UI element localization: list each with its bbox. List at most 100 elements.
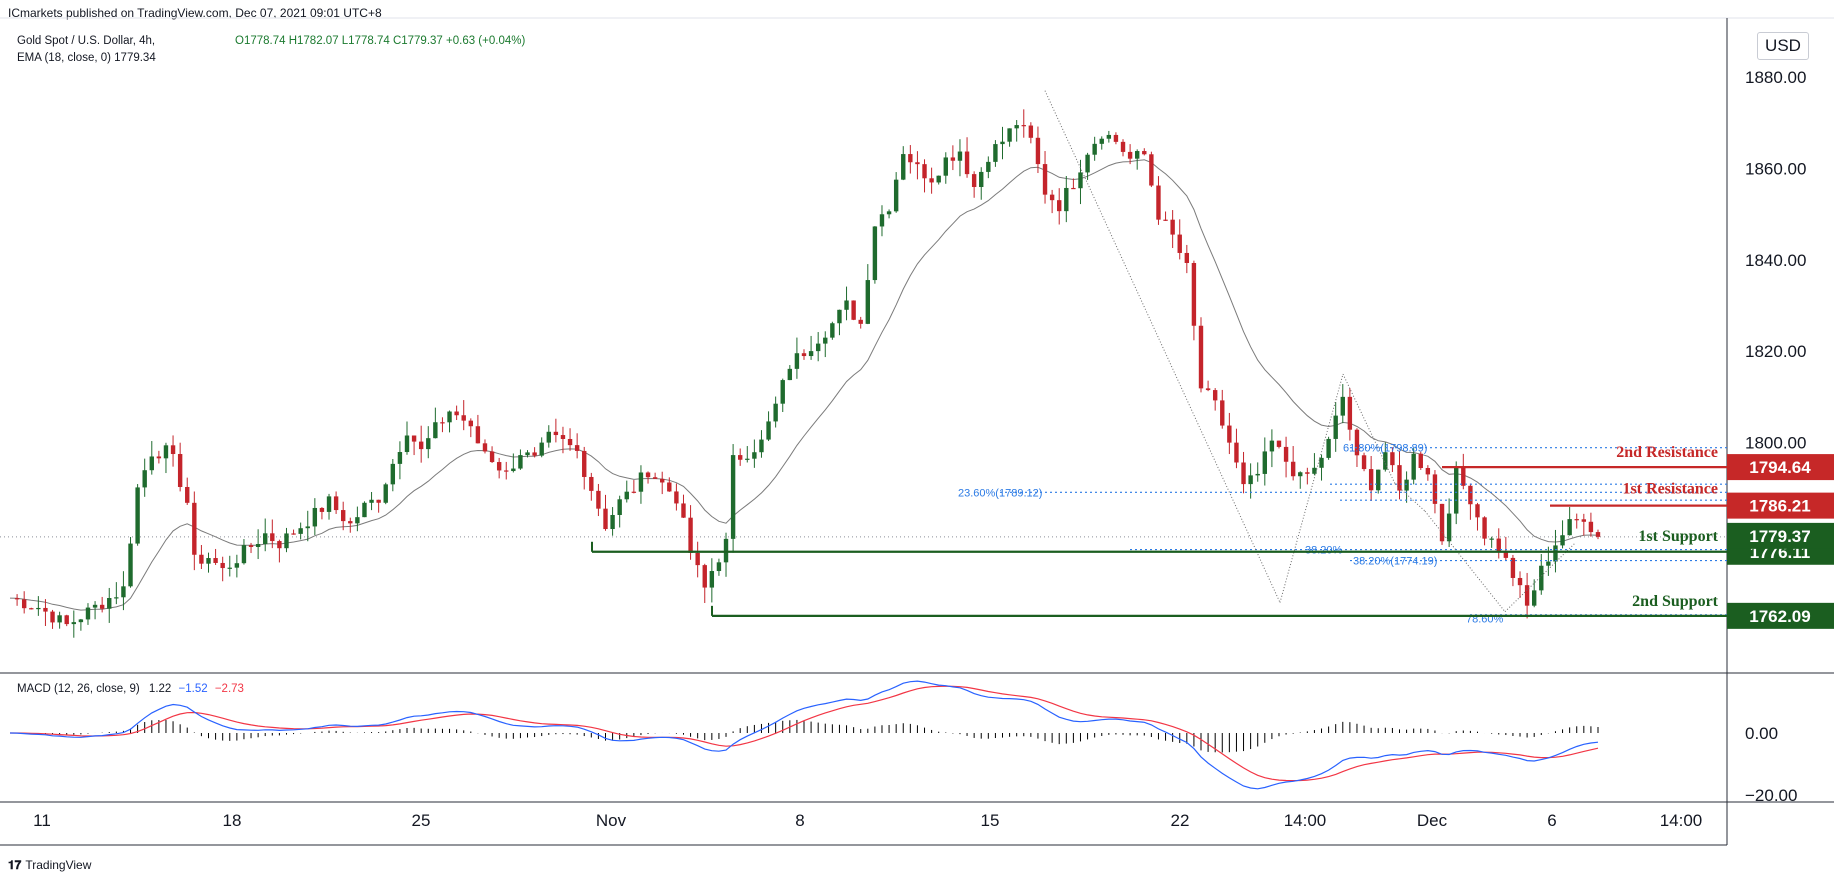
candle-body: [532, 452, 537, 456]
candle-body: [468, 420, 474, 427]
candle-body: [539, 442, 544, 456]
candle-body: [518, 455, 523, 469]
candle-body: [511, 468, 516, 472]
candle-body: [496, 462, 502, 471]
candle-body: [1290, 461, 1296, 477]
candle-body: [716, 562, 722, 572]
publisher-header: ICmarkets published on TradingView.com, …: [8, 6, 382, 20]
candle-body: [1092, 143, 1097, 155]
candle-body: [1099, 138, 1104, 144]
candle-body: [92, 604, 98, 608]
candle-body: [1468, 485, 1473, 505]
candle-body: [709, 571, 715, 588]
candle-body: [922, 164, 927, 179]
candle-body: [1134, 151, 1140, 159]
candle-body: [1163, 219, 1168, 221]
candle-body: [142, 470, 147, 488]
fib-label: 38.20%: [1305, 545, 1343, 557]
candle-body: [993, 144, 998, 162]
candle-body: [1411, 453, 1416, 480]
candle-body: [1071, 187, 1076, 190]
candle-body: [780, 380, 785, 404]
candle-body: [844, 300, 849, 310]
time-tick-label: 6: [1547, 811, 1556, 830]
candle-body: [610, 514, 615, 530]
candle-body: [589, 476, 594, 491]
candle-body: [901, 154, 906, 180]
candle-body: [156, 456, 162, 459]
candle-body: [752, 452, 757, 459]
candle-body: [1503, 551, 1509, 558]
candle-body: [57, 615, 62, 623]
candle-body: [43, 607, 48, 612]
candle-body: [1567, 519, 1572, 536]
candle-body: [950, 157, 956, 161]
candle-body: [326, 496, 332, 512]
candle-body: [1127, 151, 1133, 159]
candle-body: [1404, 479, 1409, 491]
candle-body: [355, 517, 360, 524]
candle-body: [1298, 472, 1303, 477]
candle-body: [1234, 442, 1239, 463]
candle-body: [688, 517, 693, 553]
price-axis: 1800.00 1820.00 1840.00 1860.00 1880.00: [1745, 68, 1806, 453]
candle-body: [234, 563, 240, 568]
macd-signal-line: [10, 685, 1599, 782]
candle-body: [1361, 455, 1367, 470]
candle-body: [1482, 517, 1487, 539]
candle-body: [1028, 125, 1034, 138]
candle-body: [64, 615, 69, 625]
candle-body: [801, 353, 807, 357]
candle-body: [971, 174, 977, 188]
candle-body: [1262, 451, 1268, 474]
candle-body: [291, 533, 296, 535]
candle-body: [1113, 134, 1119, 142]
candle-body: [440, 422, 445, 424]
candle-body: [830, 323, 835, 338]
candle-body: [759, 439, 764, 453]
candle-body: [199, 554, 204, 564]
candle-body: [383, 484, 388, 503]
candle-body: [1524, 585, 1530, 606]
candle-body: [241, 545, 247, 564]
candle-body: [1014, 125, 1019, 129]
candle-body: [865, 280, 871, 324]
candle-body: [1149, 154, 1154, 186]
candle-body: [638, 472, 644, 492]
candle-body: [1106, 134, 1112, 139]
candle-body: [737, 455, 743, 460]
price-tick-label: 1860.00: [1745, 159, 1806, 178]
candle-body: [1319, 457, 1324, 468]
currency-button[interactable]: USD: [1757, 32, 1809, 60]
symbol-legend: Gold Spot / U.S. Dollar, 4h,: [17, 35, 156, 47]
candle-body: [837, 309, 842, 324]
candle-body: [1255, 473, 1260, 476]
time-tick-label: 14:00: [1284, 811, 1327, 830]
candle-body: [773, 403, 778, 422]
candle-body: [36, 607, 41, 610]
candle-body: [333, 496, 339, 511]
fib-label: 23.60%(1789.12): [958, 487, 1042, 499]
candle-body: [21, 599, 27, 609]
candle-body: [596, 490, 601, 509]
ema-series-line: [9, 159, 1599, 611]
level-price-text: 1794.64: [1749, 458, 1811, 477]
candle-body: [390, 463, 396, 485]
candle-body: [78, 619, 84, 623]
candle-body: [893, 179, 899, 212]
candle-body: [348, 521, 353, 524]
candle-body: [284, 533, 289, 549]
candle-body: [1418, 453, 1423, 469]
candle-body: [546, 431, 551, 443]
candle-body: [1595, 532, 1601, 537]
candle-body: [1439, 503, 1445, 542]
candle-body: [787, 368, 793, 381]
candle-body: [1177, 234, 1182, 253]
time-tick-label: Nov: [596, 811, 627, 830]
candle-body: [1078, 172, 1083, 189]
candle-body: [277, 541, 282, 549]
candle-body: [99, 604, 105, 609]
candle-body: [567, 438, 573, 446]
